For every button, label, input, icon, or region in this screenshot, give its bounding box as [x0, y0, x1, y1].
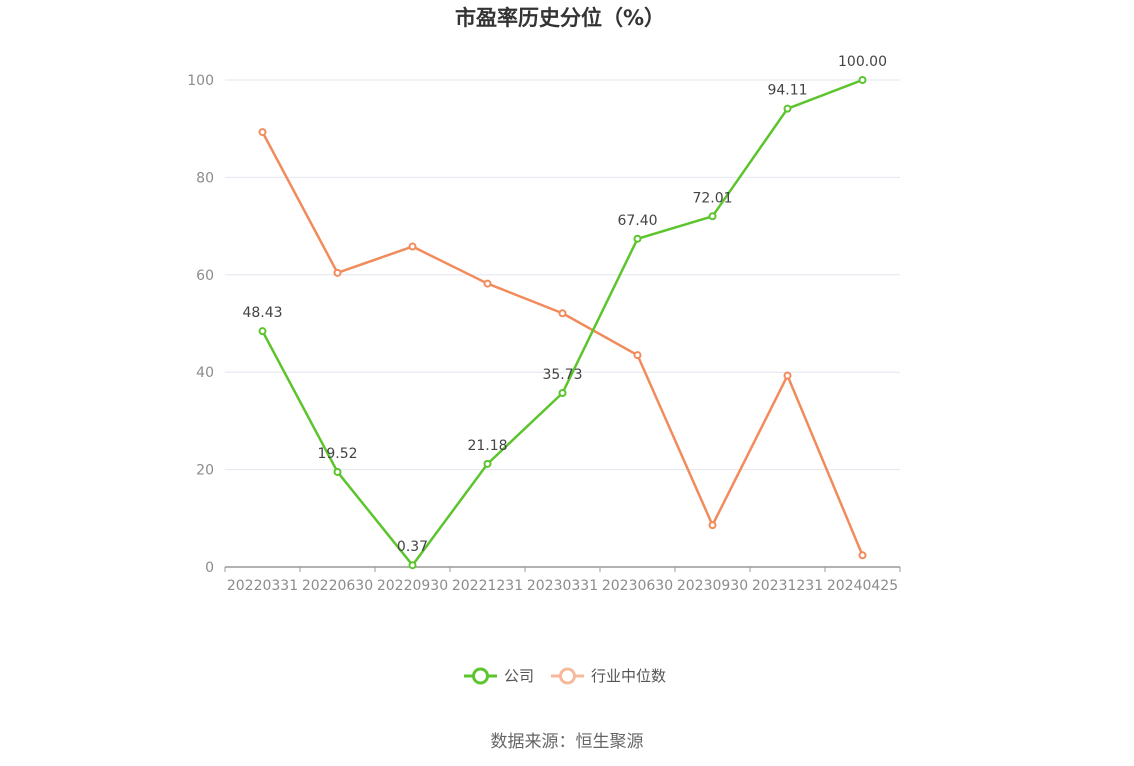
x-axis: 20220331 20220630 20220930 20221231 20230331…: [224, 566, 901, 594]
chart-title: 市盈率历史分位（%）: [455, 6, 665, 30]
series-1-point-7: [783, 371, 792, 380]
legend-industry-marker: [559, 667, 576, 685]
x-tick-label-5: 20230630: [602, 578, 673, 594]
data-label-3: 21.18: [467, 438, 507, 454]
legend-company-marker: [472, 667, 489, 685]
data-source-note: 数据来源：恒生聚源: [491, 732, 644, 752]
legend-industry-label: 行业中位数: [591, 667, 666, 685]
x-tick-label-6: 20230930: [677, 578, 748, 594]
x-tick-label-2: 20220930: [377, 578, 448, 594]
series-0-point-6: [708, 212, 717, 221]
x-tick-label-3: 20221231: [452, 578, 523, 594]
data-label-6: 72.01: [692, 190, 732, 206]
data-label-5: 67.40: [617, 213, 657, 229]
x-tick-label-0: 20220331: [227, 578, 298, 594]
legend[interactable]: 公司 行业中位数: [464, 667, 666, 685]
y-tick-label-4: 80: [196, 170, 214, 186]
series-0-point-1: [333, 467, 342, 476]
series-1-point-8: [858, 551, 867, 560]
series-0-point-0: [258, 327, 267, 336]
x-tick-label-1: 20220630: [302, 578, 373, 594]
data-labels: 48.43 19.52 0.37 21.18 35.73 67.40 72.01 94.11 1…: [242, 54, 887, 555]
series-line-0: [261, 78, 863, 567]
series-0-point-3: [483, 459, 492, 468]
series-0-point-8: [858, 76, 867, 84]
series-layer: [258, 76, 867, 570]
series-0-point-5: [633, 234, 642, 243]
y-tick-label-2: 40: [196, 365, 214, 381]
x-tick-label-7: 20231231: [752, 578, 823, 594]
y-axis: 0 20 40 60 80 100: [187, 73, 214, 576]
data-label-2: 0.37: [397, 539, 428, 555]
x-tick-label-4: 20230331: [527, 578, 598, 594]
data-label-8: 100.00: [838, 54, 887, 70]
series-0-point-2: [408, 561, 417, 570]
data-label-1: 19.52: [317, 446, 357, 462]
series-1-point-6: [708, 521, 717, 530]
x-tick-label-8: 20240425: [827, 578, 898, 594]
y-tick-label-1: 20: [196, 463, 214, 479]
series-1-point-3: [483, 279, 492, 288]
y-tick-label-0: 0: [205, 560, 214, 576]
series-1-point-5: [633, 351, 642, 360]
data-label-4: 35.73: [542, 367, 582, 383]
legend-item-industry-median[interactable]: 行业中位数: [551, 667, 666, 685]
series-1-point-0: [258, 128, 267, 137]
series-0-point-4: [558, 388, 567, 397]
grid-lines: [225, 79, 900, 471]
data-label-7: 94.11: [767, 83, 807, 99]
series-1-point-4: [558, 309, 567, 318]
series-1-point-2: [408, 242, 417, 251]
legend-company-label: 公司: [504, 667, 534, 685]
y-tick-label-3: 60: [196, 268, 214, 284]
legend-item-company[interactable]: 公司: [464, 667, 534, 685]
series-1-point-1: [333, 268, 342, 277]
y-tick-label-5: 100: [187, 73, 214, 89]
data-label-0: 48.43: [242, 305, 282, 321]
series-0-point-7: [783, 104, 792, 113]
